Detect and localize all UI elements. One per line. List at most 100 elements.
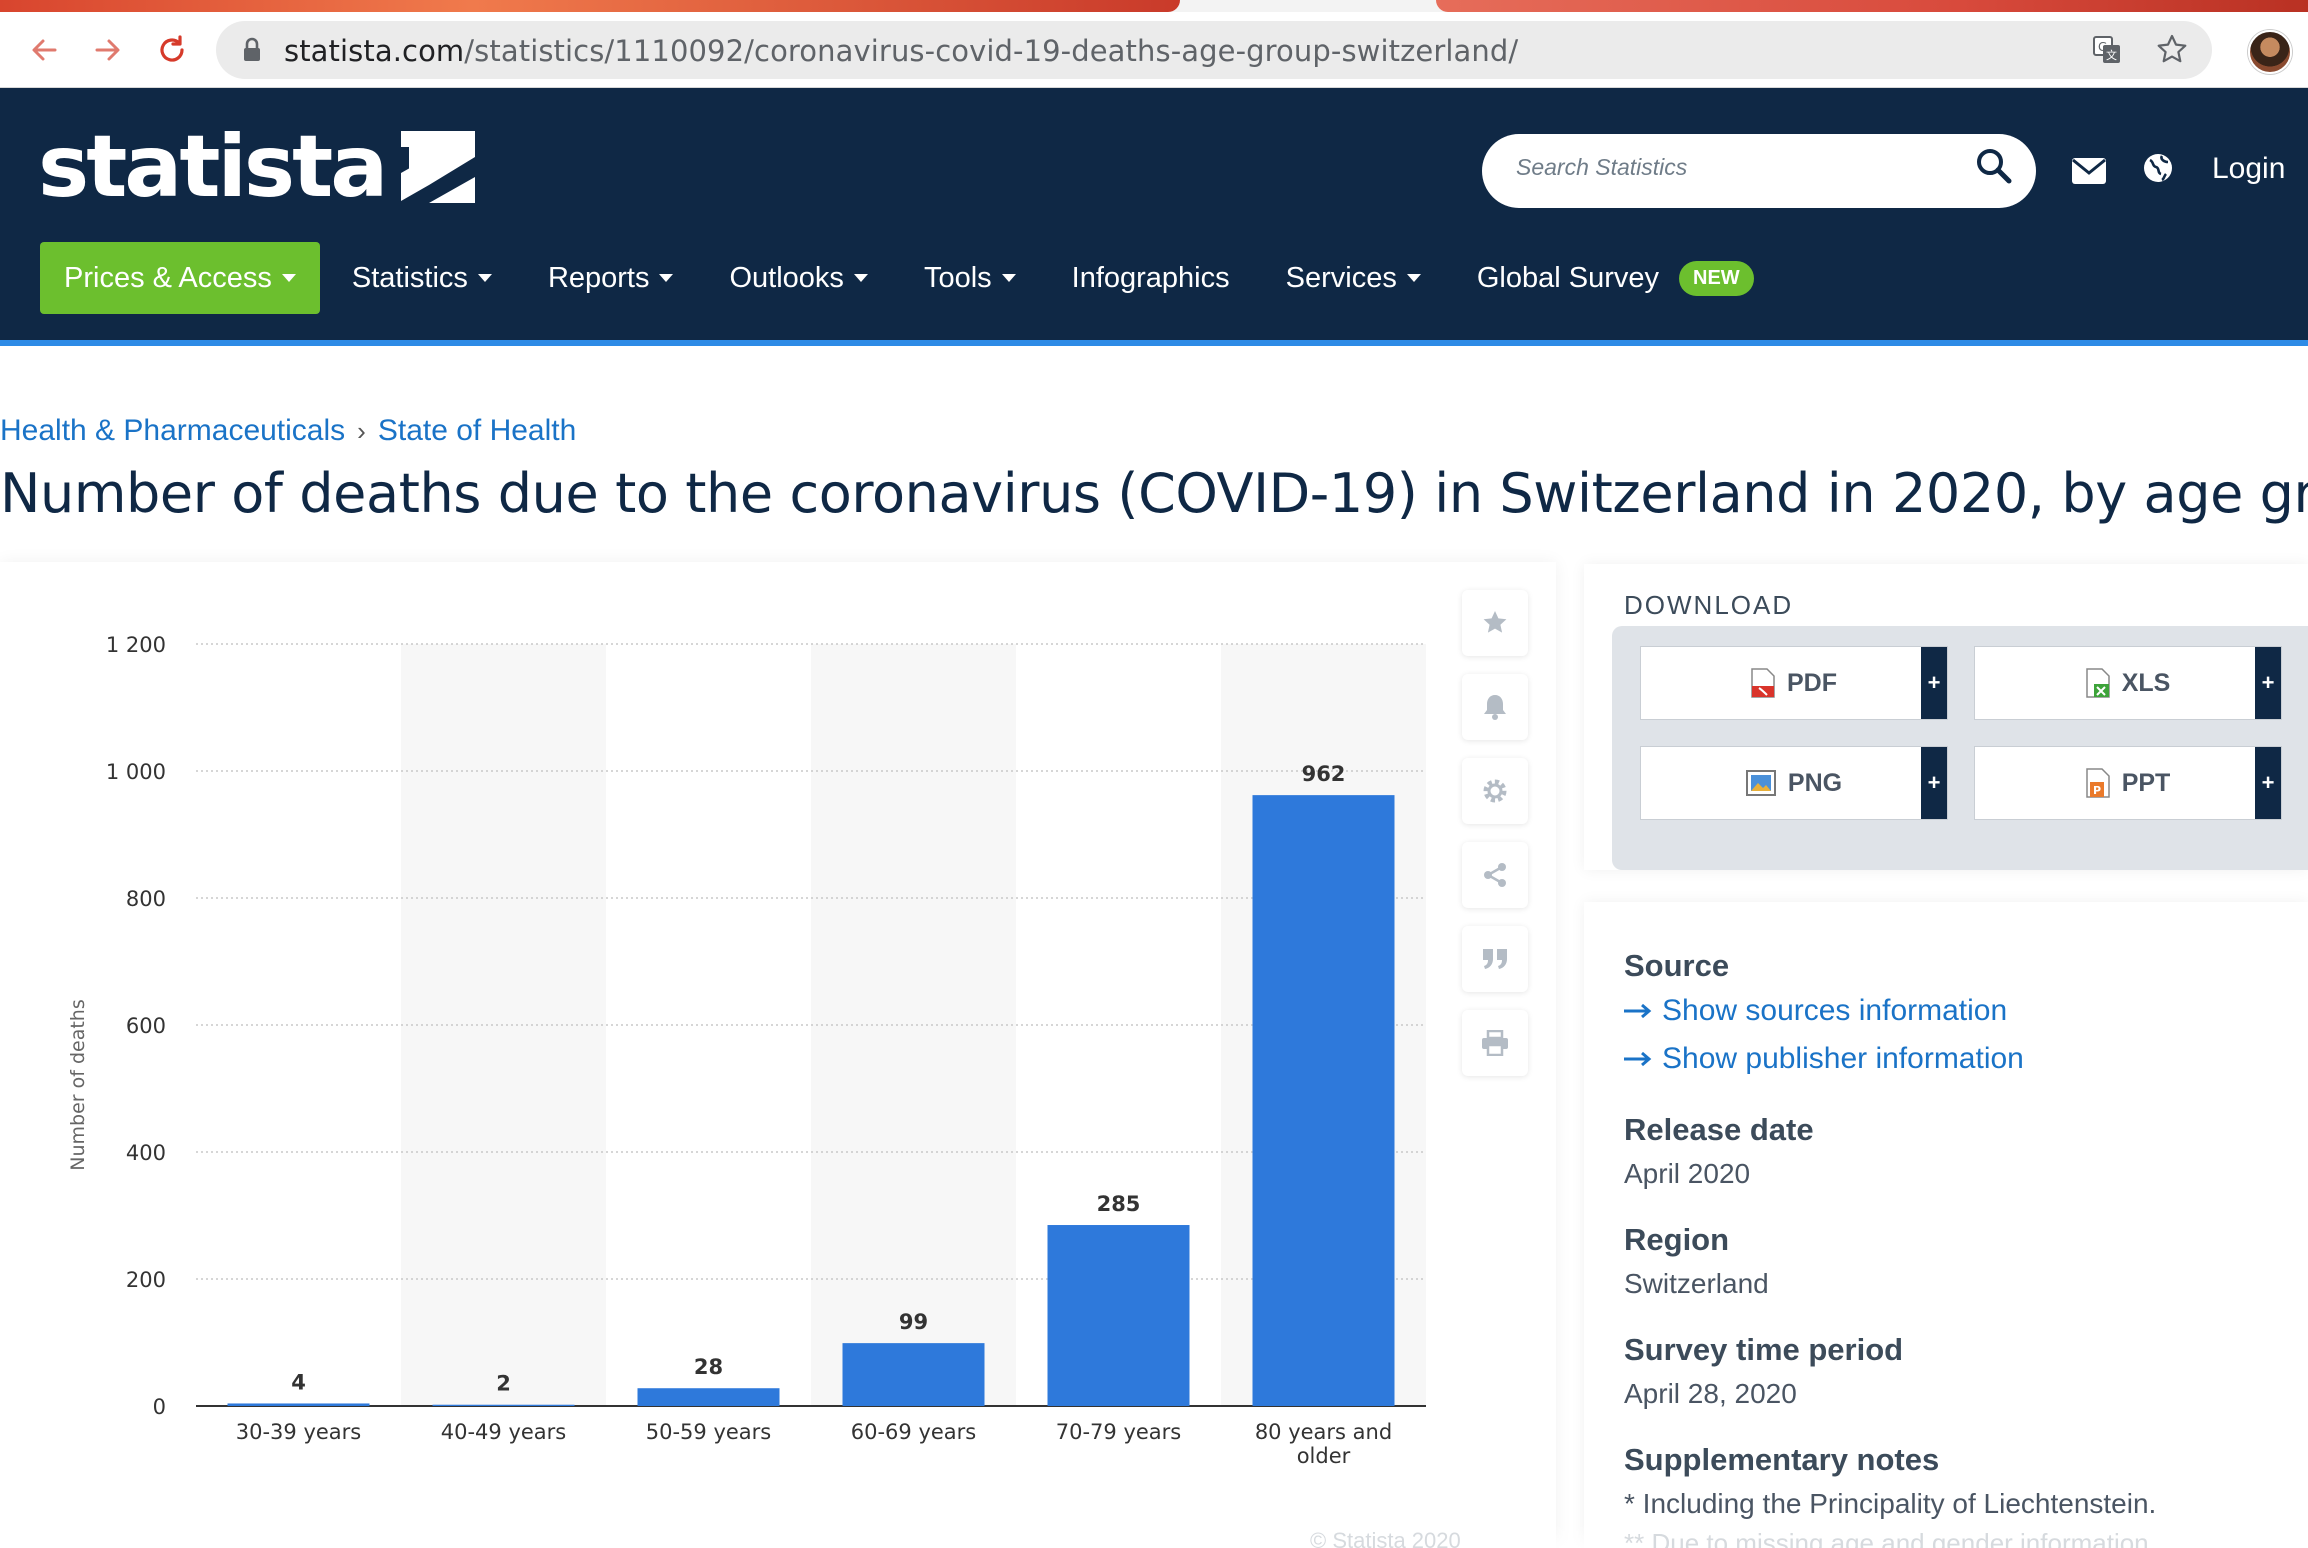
caret-down-icon bbox=[853, 274, 868, 282]
download-xls-button[interactable]: XLS + bbox=[1974, 646, 2282, 720]
statistic-info-panel: Source Show sources information Show pub… bbox=[1584, 902, 2308, 1548]
download-options-toggle[interactable]: + bbox=[1921, 647, 1947, 719]
mail-icon[interactable] bbox=[2072, 158, 2106, 188]
download-button-grid: PDF + XLS + PNG + P PPT + bbox=[1612, 626, 2308, 870]
x-tick-label: older bbox=[1297, 1444, 1351, 1468]
caret-down-icon bbox=[477, 274, 492, 282]
address-bar[interactable]: statista.com/statistics/1110092/coronavi… bbox=[216, 21, 2212, 79]
nav-infographics[interactable]: Infographics bbox=[1071, 261, 1230, 294]
ppt-file-icon: P bbox=[2085, 768, 2110, 798]
data-label: 28 bbox=[694, 1355, 723, 1379]
y-tick-label: 1 200 bbox=[106, 633, 166, 657]
download-options-toggle[interactable]: + bbox=[2255, 647, 2281, 719]
bar bbox=[432, 1404, 575, 1406]
share-icon bbox=[1484, 863, 1506, 887]
nav-reports[interactable]: Reports bbox=[548, 242, 674, 314]
reload-icon[interactable] bbox=[154, 32, 190, 68]
browser-tab[interactable] bbox=[0, 0, 1180, 12]
print-button[interactable] bbox=[1462, 1010, 1528, 1076]
breadcrumb-link[interactable]: Health & Pharmaceuticals bbox=[0, 414, 346, 447]
logo-wordmark: statista bbox=[38, 117, 388, 217]
survey-period-label: Survey time period bbox=[1624, 1332, 1904, 1367]
y-tick-label: 400 bbox=[126, 1141, 166, 1165]
bookmark-star-icon[interactable] bbox=[2156, 33, 2188, 69]
share-button[interactable] bbox=[1462, 842, 1528, 908]
forward-icon[interactable] bbox=[90, 32, 126, 68]
browser-tab-strip bbox=[0, 0, 2308, 12]
nav-tools[interactable]: Tools bbox=[924, 242, 1016, 314]
breadcrumb-link[interactable]: State of Health bbox=[377, 414, 577, 447]
y-tick-label: 200 bbox=[126, 1268, 166, 1292]
svg-text:G: G bbox=[2098, 40, 2107, 54]
browser-toolbar: statista.com/statistics/1110092/coronavi… bbox=[0, 12, 2308, 88]
x-tick-label: 70-79 years bbox=[1056, 1420, 1182, 1444]
supplementary-note-2: ** Due to missing age and gender informa… bbox=[1624, 1528, 2149, 1548]
lock-icon bbox=[242, 37, 262, 67]
statista-logo[interactable]: statista bbox=[38, 117, 476, 217]
browser-tab[interactable] bbox=[1436, 0, 2308, 12]
caret-down-icon bbox=[1001, 274, 1016, 282]
nav-global-survey[interactable]: Global Survey NEW bbox=[1477, 242, 1754, 314]
xls-file-icon bbox=[2085, 668, 2110, 698]
back-icon[interactable] bbox=[26, 32, 62, 68]
caret-down-icon bbox=[281, 274, 296, 282]
globe-icon[interactable] bbox=[2142, 152, 2174, 188]
profile-avatar[interactable] bbox=[2248, 30, 2292, 74]
bar-chart: 0 200 400 600 800 1 000 1 200 4 30-39 years 2 40-4… bbox=[67, 633, 1426, 1468]
chart-copyright: © Statista 2020 bbox=[1310, 1528, 1461, 1548]
print-icon bbox=[1482, 1030, 1508, 1056]
region-label: Region bbox=[1624, 1222, 1730, 1257]
data-label: 4 bbox=[291, 1370, 306, 1394]
y-tick-label: 600 bbox=[126, 1014, 166, 1038]
download-options-toggle[interactable]: + bbox=[2255, 747, 2281, 819]
favorite-button[interactable] bbox=[1462, 590, 1528, 656]
download-options-toggle[interactable]: + bbox=[1921, 747, 1947, 819]
data-label: 99 bbox=[899, 1310, 928, 1334]
header-accent-line bbox=[0, 340, 2308, 346]
download-png-button[interactable]: PNG + bbox=[1640, 746, 1948, 820]
download-pdf-button[interactable]: PDF + bbox=[1640, 646, 1948, 720]
login-link[interactable]: Login bbox=[2212, 152, 2286, 185]
chart-card: 0 200 400 600 800 1 000 1 200 4 30-39 years 2 40-4… bbox=[0, 562, 1556, 1548]
survey-period-value: April 28, 2020 bbox=[1624, 1378, 1797, 1409]
source-label: Source bbox=[1624, 948, 1730, 983]
chart-tool-rail bbox=[1462, 590, 1528, 1094]
alert-button[interactable] bbox=[1462, 674, 1528, 740]
nav-statistics[interactable]: Statistics bbox=[352, 242, 492, 314]
cite-button[interactable] bbox=[1462, 926, 1528, 992]
svg-text:P: P bbox=[2093, 784, 2101, 797]
gear-icon bbox=[1483, 779, 1507, 803]
star-icon bbox=[1483, 611, 1507, 633]
region-value: Switzerland bbox=[1624, 1268, 1769, 1299]
y-axis-title: Number of deaths bbox=[67, 999, 89, 1171]
release-date-value: April 2020 bbox=[1624, 1158, 1751, 1189]
nav-services[interactable]: Services bbox=[1286, 242, 1421, 314]
supplementary-notes-value: * Including the Principality of Liechten… bbox=[1624, 1488, 2157, 1519]
x-tick-label: 60-69 years bbox=[851, 1420, 977, 1444]
pdf-file-icon bbox=[1751, 668, 1775, 698]
data-label: 2 bbox=[496, 1372, 511, 1396]
arrow-right-icon bbox=[1624, 1051, 1652, 1067]
svg-text:文: 文 bbox=[2106, 48, 2117, 62]
download-ppt-button[interactable]: P PPT + bbox=[1974, 746, 2282, 820]
x-tick-label: 30-39 years bbox=[236, 1420, 362, 1444]
main-navigation: Prices & Access Statistics Reports Outlo… bbox=[40, 242, 1810, 314]
y-tick-label: 0 bbox=[153, 1395, 166, 1419]
bar bbox=[1252, 795, 1395, 1406]
x-tick-label: 80 years and bbox=[1255, 1420, 1392, 1444]
nav-prices-access[interactable]: Prices & Access bbox=[40, 242, 320, 314]
x-tick-label: 40-49 years bbox=[441, 1420, 567, 1444]
settings-button[interactable] bbox=[1462, 758, 1528, 824]
search-icon[interactable] bbox=[1974, 146, 2014, 190]
new-badge: NEW bbox=[1679, 260, 1754, 296]
breadcrumb: Health & Pharmaceuticals › State of Heal… bbox=[0, 414, 576, 448]
show-sources-link[interactable]: Show sources information bbox=[1624, 994, 2007, 1028]
y-tick-label: 800 bbox=[126, 887, 166, 911]
caret-down-icon bbox=[659, 274, 674, 282]
show-publisher-link[interactable]: Show publisher information bbox=[1624, 1042, 2024, 1076]
nav-outlooks[interactable]: Outlooks bbox=[729, 242, 868, 314]
bell-icon bbox=[1484, 695, 1506, 720]
search-input[interactable] bbox=[1516, 154, 1946, 181]
search-box[interactable] bbox=[1482, 134, 2036, 208]
